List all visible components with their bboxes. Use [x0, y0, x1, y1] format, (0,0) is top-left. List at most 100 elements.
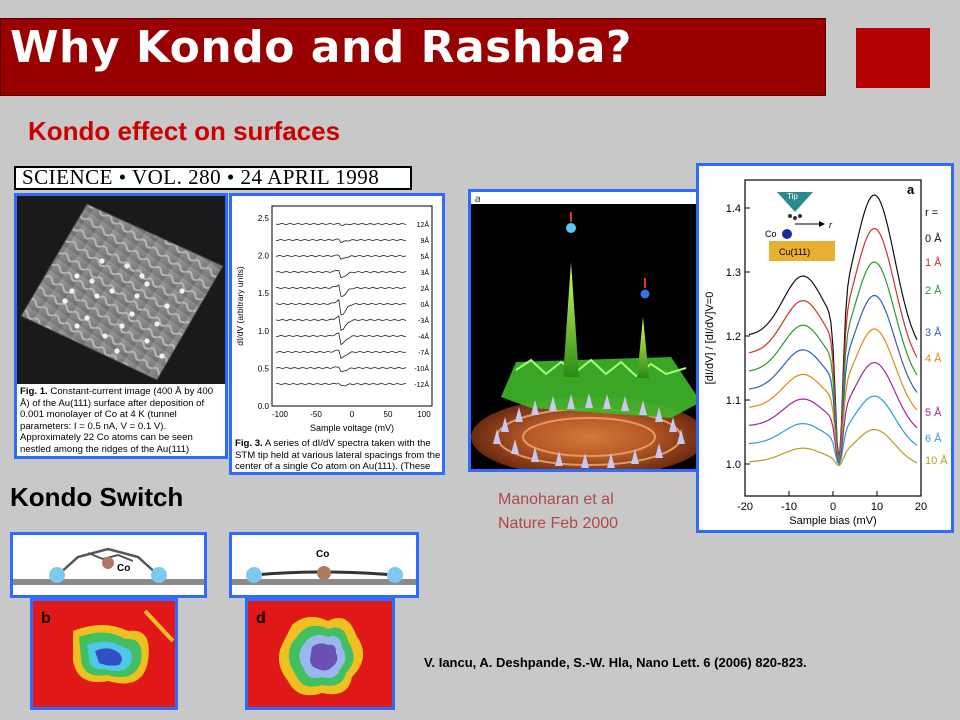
fig3-trace: [275, 349, 407, 360]
cu-ylabel: [dI/dV] / [dI/dV]V=0: [704, 292, 716, 385]
spectra-panel: dI/dV (arbitrary units) Sample voltage (…: [229, 193, 445, 475]
corner-decoration: [856, 28, 930, 88]
slide-title: Why Kondo and Rashba?: [10, 22, 632, 73]
molecule-bent-diagram: Co: [13, 535, 204, 595]
quantum-mirage-image: a: [471, 192, 701, 469]
cu-series-line: [748, 361, 918, 467]
fig1-caption: Fig. 1. Constant-current image (400 Å by…: [20, 386, 222, 456]
reference-citation: V. Iancu, A. Deshpande, S.-W. Hla, Nano …: [424, 655, 807, 670]
fig3-ytick: 1.0: [258, 327, 270, 336]
fig3-caption-text: A series of dI/dV spectra taken with the…: [235, 438, 441, 472]
cu-series-line: [748, 328, 918, 464]
fig3-trace-label: 9Å: [420, 236, 429, 245]
fig3-trace: [275, 269, 407, 279]
fig3-xtick: 0: [350, 410, 355, 419]
fig3-ytick: 2.5: [258, 214, 270, 223]
molecule-flat-diagram: Co: [232, 535, 416, 595]
inset-tip-label: Tip: [787, 192, 798, 201]
fig3-trace-label: 3Å: [420, 268, 429, 277]
cu-spectra-panel: a [dI/dV] / [dI/dV]V=0 Sample bias (mV) …: [696, 163, 954, 533]
cu-ytick: 1.1: [726, 395, 741, 407]
cu-series-line: [748, 194, 918, 461]
fig3-trace-label: -10Å: [414, 364, 429, 373]
cu-series-label: 10 Å: [925, 454, 948, 467]
fig1-caption-label: Fig. 1.: [20, 386, 48, 397]
section-subtitle: Kondo effect on surfaces: [28, 116, 341, 146]
cu-xlabel: Sample bias (mV): [789, 515, 876, 527]
fig3-caption-label: Fig. 3.: [235, 438, 263, 449]
fig3-caption: Fig. 3. A series of dI/dV spectra taken …: [235, 438, 441, 472]
attribution-line-1: Manoharan et al: [498, 491, 614, 508]
inset-surface-label: Cu(111): [779, 247, 810, 257]
mirage-panel-label: a: [475, 194, 481, 205]
fig3-xlabel: Sample voltage (mV): [310, 423, 394, 433]
cu-ytick: 1.3: [726, 267, 741, 279]
stm-image-panel: Fig. 1. Constant-current image (400 Å by…: [14, 193, 228, 459]
cu-ytick: 1.4: [726, 203, 741, 215]
journal-header: SCIENCE • VOL. 280 • 24 APRIL 1998: [14, 166, 412, 190]
title-bar: [0, 18, 826, 96]
fig3-trace: [275, 298, 407, 316]
fig3-ytick: 2.0: [258, 252, 270, 261]
cu-series-label: 6 Å: [925, 432, 942, 445]
map-b-label: b: [41, 610, 51, 627]
cu-series-label: 0 Å: [925, 232, 942, 245]
mirage-attribution: Manoharan et al Nature Feb 2000: [498, 488, 618, 536]
fig3-trace-label: 5Å: [420, 252, 429, 261]
inset-r-label: r: [829, 220, 833, 230]
cu-series-line: [748, 294, 918, 463]
molecule-diagram-left: Co: [10, 532, 207, 598]
cu-xtick: 20: [915, 501, 927, 513]
fig3-trace: [275, 382, 407, 387]
fig3-trace-label: 2Å: [420, 284, 429, 293]
stm-map-b-panel: b: [30, 598, 178, 710]
attribution-line-2: Nature Feb 2000: [498, 515, 619, 532]
cu-series-line: [748, 429, 918, 467]
cu-r-label: r =: [925, 207, 938, 219]
fig3-trace: [276, 332, 407, 346]
cu-xtick: 0: [830, 501, 836, 513]
fig3-trace-label: -4Å: [418, 332, 429, 341]
stm-map-d-panel: d: [245, 598, 395, 710]
cu-series-label: 4 Å: [925, 352, 942, 365]
fig3-trace: [275, 315, 407, 331]
cu-xtick: 10: [871, 501, 883, 513]
quantum-mirage-panel: a: [468, 189, 704, 472]
cu-inset: Tip Co r Cu(111): [765, 192, 835, 261]
cu-spectra-plot: a [dI/dV] / [dI/dV]V=0 Sample bias (mV) …: [704, 179, 948, 527]
fig3-xtick: 50: [384, 410, 393, 419]
fig3-trace: [275, 254, 407, 260]
cu-panel-label: a: [907, 182, 915, 197]
fig3-xtick: 100: [417, 410, 431, 419]
cu-ytick: 1.0: [726, 459, 741, 471]
cu-ytick: 1.2: [726, 331, 741, 343]
fig3-trace-label: 12Å: [417, 220, 430, 229]
fig3-trace: [275, 366, 407, 373]
fig3-trace-label: -3Å: [418, 316, 429, 325]
fig3-trace-label: -12Å: [414, 380, 429, 389]
fig3-ytick: 0.5: [258, 364, 270, 373]
stm-map-d: d: [248, 601, 392, 707]
inset-co-label: Co: [765, 229, 777, 239]
cu-series-line: [748, 395, 918, 467]
fig3-trace: [275, 222, 407, 226]
fig1-caption-text: Constant-current image (400 Å by 400 Å) …: [20, 386, 214, 456]
fig3-ylabel: dI/dV (arbitrary units): [235, 266, 245, 346]
fig3-xtick: -50: [310, 410, 322, 419]
fig3-trace: [275, 238, 406, 244]
cu-series-label: 5 Å: [925, 406, 942, 419]
kondo-switch-heading: Kondo Switch: [10, 482, 184, 512]
fig3-trace-label: 0Å: [420, 300, 429, 309]
cu-series-label: 1 Å: [925, 256, 942, 269]
cu-series-line: [748, 227, 918, 462]
cu-xtick: -10: [781, 501, 797, 513]
fig3-trace: [275, 284, 406, 297]
molecule-right-co-label: Co: [316, 549, 329, 560]
fig3-xtick: -100: [272, 410, 289, 419]
spectra-plot: dI/dV (arbitrary units) Sample voltage (…: [235, 205, 433, 433]
cu-series-label: 2 Å: [925, 284, 942, 297]
stm-topograph-image: [17, 196, 225, 384]
cu-series-line: [748, 261, 918, 463]
molecule-left-co-label: Co: [117, 563, 130, 574]
fig3-ytick: 1.5: [258, 289, 270, 298]
